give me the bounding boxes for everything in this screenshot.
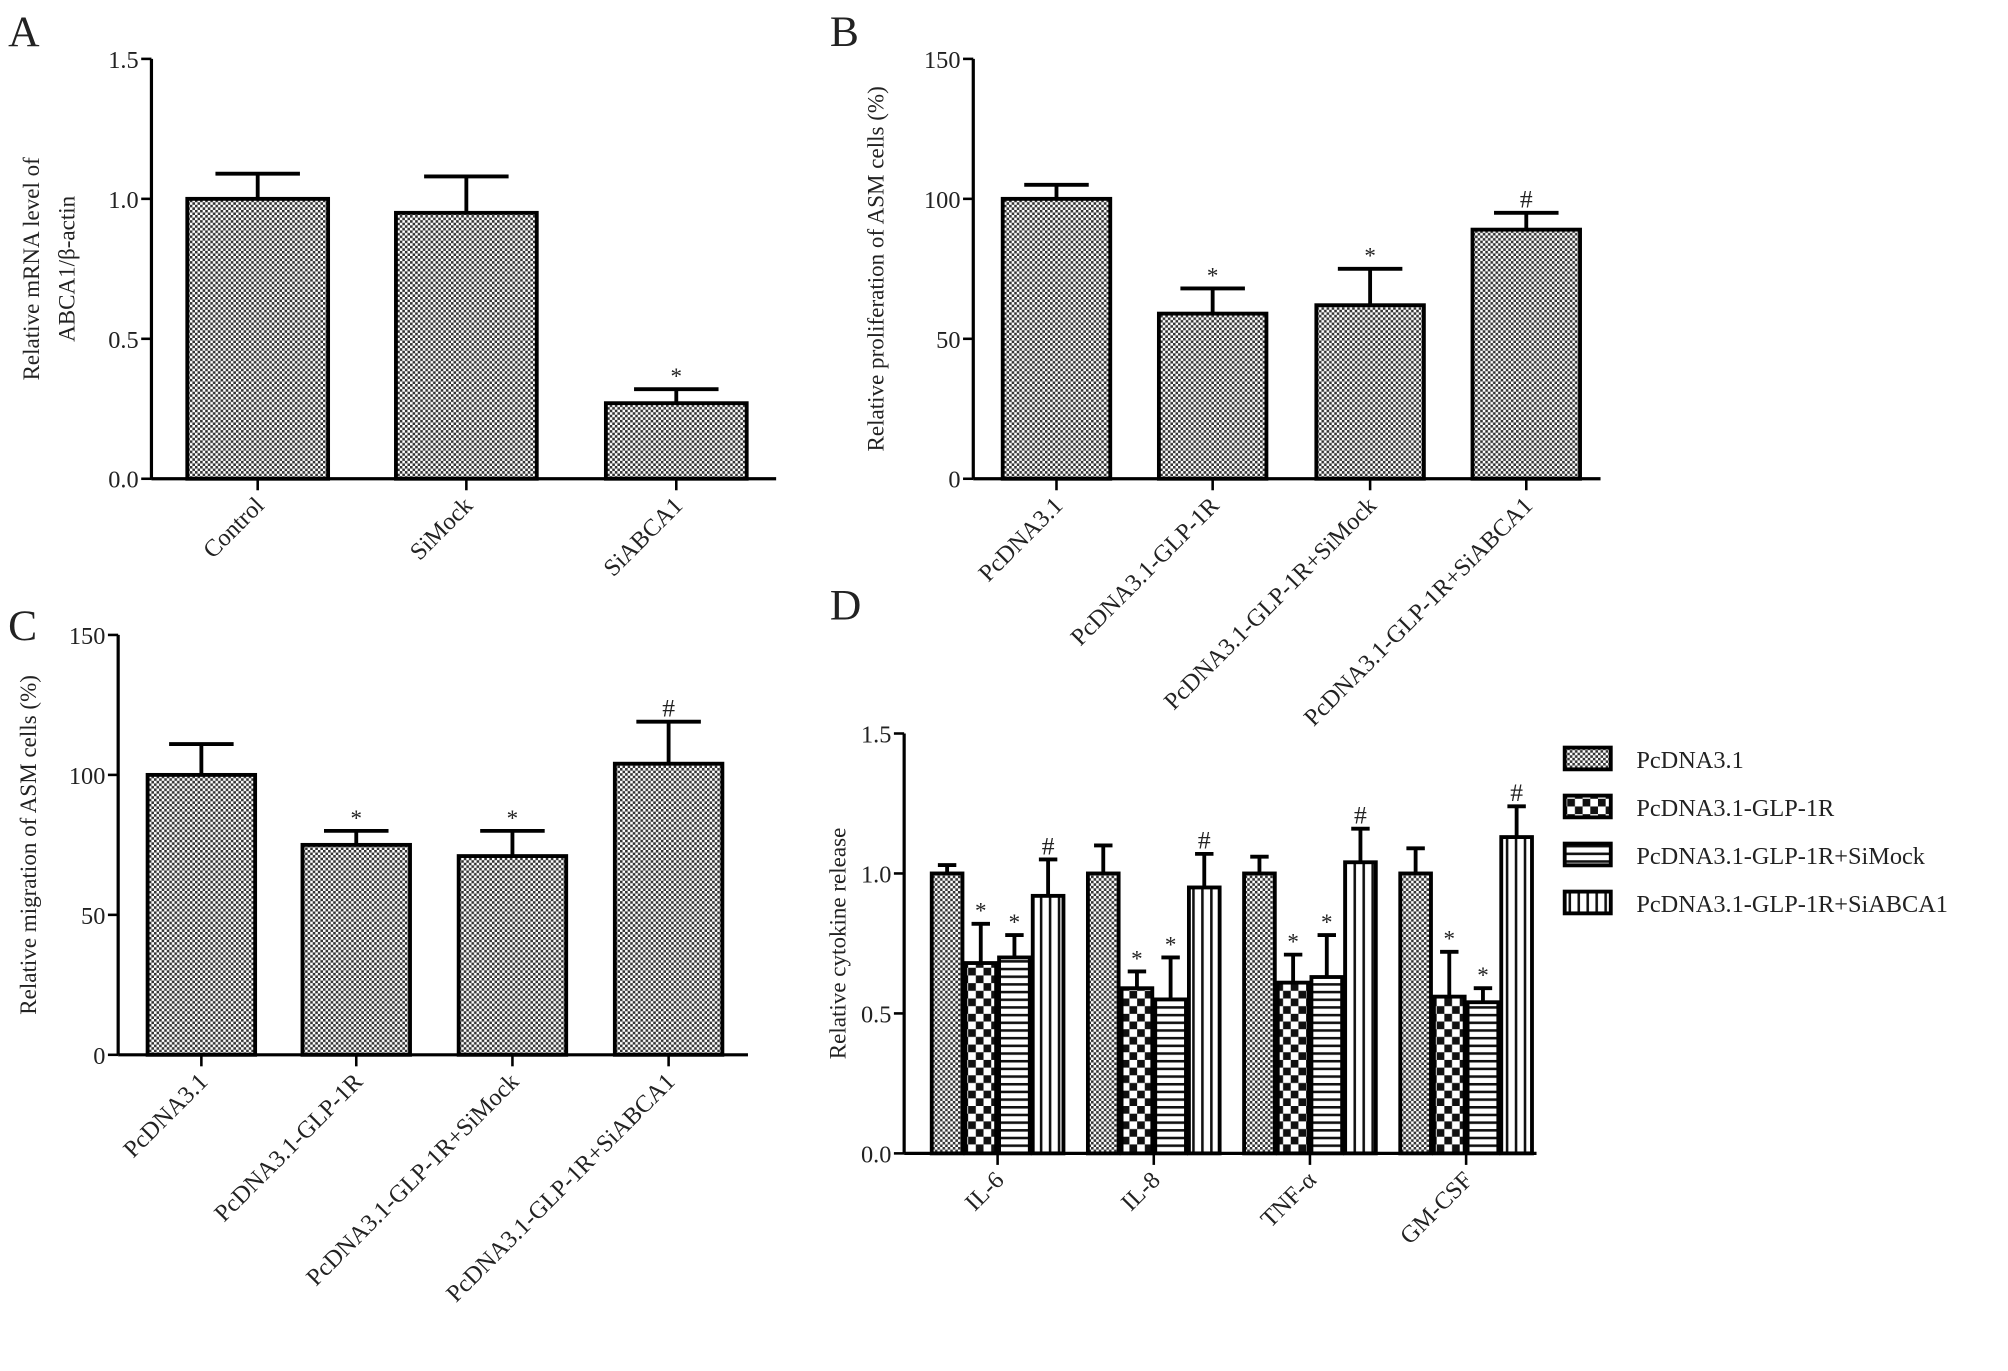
x-tick-label: PcDNA3.1-GLP-1R [209,1068,369,1228]
y-tick-label: 0.5 [108,327,138,354]
bar [1030,893,1066,1156]
bar [929,871,965,1156]
bar [1242,871,1277,1156]
significance-mark: * [975,898,987,924]
significance-mark: * [1165,931,1177,957]
significance-mark: * [1321,909,1333,935]
legend-swatch [1562,889,1613,916]
x-tick-label: GM-CSF [1395,1167,1478,1250]
legend-swatch [1562,793,1613,820]
significance-mark: # [662,694,675,723]
significance-mark: * [1364,243,1376,269]
y-tick-label: 0.5 [861,1001,891,1028]
y-tick-label: 1.5 [108,47,138,74]
legend-label: PcDNA3.1-GLP-1R [1636,795,1835,822]
significance-mark: * [1287,929,1299,955]
bar [185,196,331,481]
significance-mark: * [1131,945,1143,971]
bar [1398,871,1433,1156]
significance-mark: * [507,805,519,831]
legend-swatch [1562,745,1613,772]
bar [1343,860,1378,1156]
bar [1186,885,1222,1156]
bar [603,401,749,481]
bar [963,961,999,1156]
bar [456,854,569,1057]
y-tick-label: 1.0 [108,187,138,214]
bar [1309,975,1345,1156]
significance-mark: # [1042,831,1055,860]
y-tick-label: 150 [69,623,105,650]
bar [1085,871,1121,1156]
bar [1153,997,1188,1156]
y-tick-label: 1.5 [861,721,891,748]
y-tick-label: 0 [948,467,960,494]
y-tick-label: 50 [936,327,960,354]
significance-mark: * [1444,926,1456,952]
significance-mark: # [1520,185,1533,214]
bar [1432,994,1467,1156]
bar [1000,196,1113,481]
y-axis-label: ABCA1/β-actin [54,195,80,342]
x-tick-label: PcDNA3.1 [118,1068,213,1163]
y-tick-label: 1.0 [861,861,891,888]
y-tick-label: 150 [924,47,960,74]
significance-mark: * [351,805,363,831]
x-tick-label: TNF-α [1256,1167,1322,1233]
bar [1499,835,1534,1156]
bar [145,772,258,1057]
legend-label: PcDNA3.1-GLP-1R+SiABCA1 [1636,891,1948,918]
bar [612,761,725,1057]
legend-swatch [1562,841,1613,868]
x-tick-label: SiABCA1 [598,492,688,582]
significance-mark: * [1207,262,1219,288]
panel-label-b: B [830,8,859,56]
panel-label-a: A [8,8,40,56]
x-tick-label: IL-8 [1116,1167,1166,1217]
significance-mark: * [1477,962,1489,988]
significance-mark: * [671,363,683,389]
y-tick-label: 100 [69,763,105,790]
bar [394,210,539,481]
legend-label: PcDNA3.1-GLP-1R+SiMock [1636,843,1925,870]
y-axis-label: Relative migration of ASM cells (%) [15,675,41,1015]
panel-label-d: D [830,582,861,630]
y-tick-label: 0.0 [861,1141,891,1168]
x-tick-label: PcDNA3.1 [973,492,1068,587]
bar [1470,227,1582,481]
significance-mark: # [1510,778,1523,807]
bar [300,842,412,1057]
bar [997,955,1032,1156]
significance-mark: # [1354,801,1367,830]
panel-label-c: C [8,602,37,650]
x-tick-label: PcDNA3.1-GLP-1R [1066,492,1226,652]
bar [1275,980,1311,1156]
y-tick-label: 0 [93,1043,105,1070]
bar [1314,303,1426,481]
y-tick-label: 50 [81,903,105,930]
y-axis-label: Relative proliferation of ASM cells (%) [863,86,889,451]
y-axis-label: Relative cytokine release [824,828,850,1059]
y-axis-label: Relative mRNA level of [18,157,44,381]
bar [1119,986,1155,1156]
significance-mark: * [1009,909,1021,935]
legend-label: PcDNA3.1 [1636,747,1743,774]
x-tick-label: IL-6 [960,1167,1010,1217]
bar [1156,311,1269,481]
y-tick-label: 0.0 [108,467,138,494]
bar [1465,1000,1501,1156]
x-tick-label: Control [198,492,270,564]
y-tick-label: 100 [924,187,960,214]
significance-mark: # [1198,826,1211,855]
x-tick-label: SiMock [405,491,479,565]
